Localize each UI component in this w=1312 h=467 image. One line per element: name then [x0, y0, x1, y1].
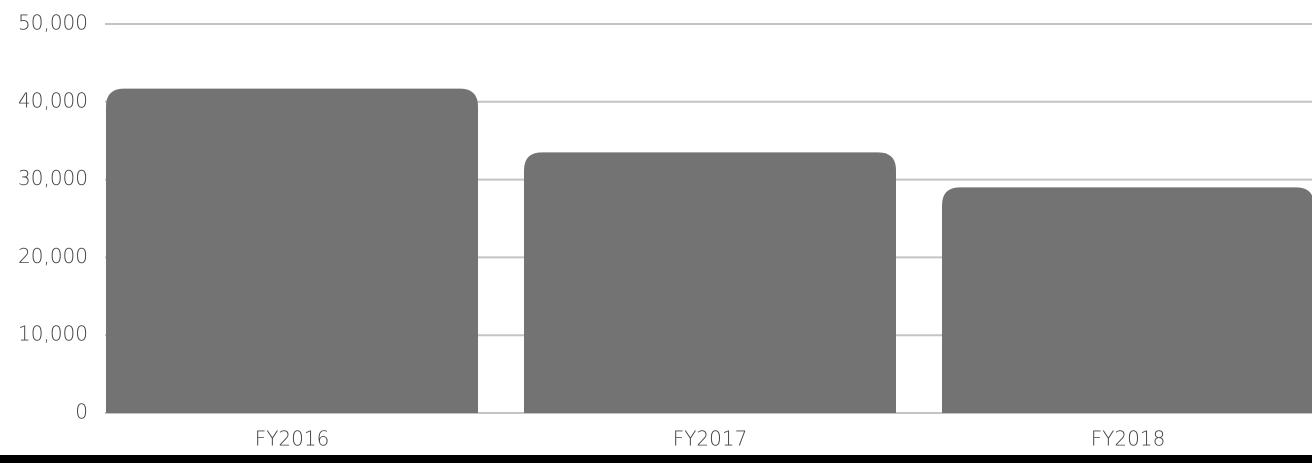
y-tick-label: 30,000 — [18, 166, 88, 190]
y-tick-label: 50,000 — [18, 11, 88, 35]
y-tick-label: 40,000 — [18, 88, 88, 112]
x-tick-label: FY2016 — [255, 427, 330, 451]
bar — [942, 187, 1312, 413]
y-tick-label: 10,000 — [18, 322, 88, 346]
x-tick-label: FY2017 — [673, 427, 748, 451]
bar — [106, 88, 478, 413]
bottom-band — [0, 455, 1312, 463]
bar — [524, 152, 896, 413]
x-tick-label: FY2018 — [1091, 427, 1166, 451]
y-tick-label: 20,000 — [18, 244, 88, 268]
y-tick-label: 0 — [75, 400, 88, 424]
